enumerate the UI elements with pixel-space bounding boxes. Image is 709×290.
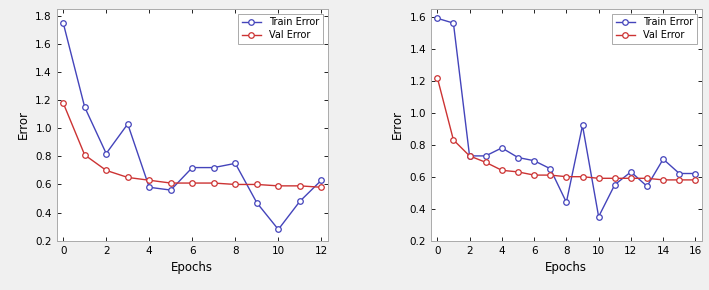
Train Error (433, 17, 442, 20)
Legend: Train Error, Val Error: Train Error, Val Error (238, 14, 323, 44)
Val Error (691, 178, 700, 182)
Val Error (546, 173, 554, 177)
Val Error (514, 170, 523, 174)
Val Error (562, 175, 571, 178)
Train Error (167, 188, 175, 192)
Val Error (530, 173, 538, 177)
Train Error (274, 228, 283, 231)
Train Error (188, 166, 196, 169)
Val Error (465, 154, 474, 158)
Val Error (627, 177, 635, 180)
Val Error (145, 179, 153, 182)
Train Error (450, 21, 458, 25)
Val Error (231, 183, 240, 186)
Legend: Train Error, Val Error: Train Error, Val Error (612, 14, 697, 44)
X-axis label: Epochs: Epochs (545, 261, 587, 274)
Val Error (274, 184, 283, 188)
Train Error (481, 154, 490, 158)
Val Error (675, 178, 683, 182)
Train Error (579, 124, 587, 127)
Train Error (627, 170, 635, 174)
Val Error (481, 161, 490, 164)
Val Error (123, 176, 132, 179)
Val Error (450, 138, 458, 142)
Train Error (231, 162, 240, 165)
Train Error (643, 184, 652, 188)
Train Error (498, 146, 506, 150)
Train Error (210, 166, 218, 169)
Val Error (610, 177, 619, 180)
Line: Val Error: Val Error (435, 75, 698, 183)
Train Error (465, 154, 474, 158)
Train Error (102, 152, 111, 155)
Val Error (296, 184, 304, 188)
Train Error (546, 167, 554, 171)
Line: Train Error: Train Error (435, 16, 698, 220)
Train Error (594, 215, 603, 218)
Train Error (675, 172, 683, 175)
Train Error (123, 122, 132, 126)
Train Error (317, 179, 325, 182)
Val Error (102, 169, 111, 172)
Train Error (610, 183, 619, 186)
Val Error (80, 153, 89, 157)
Val Error (188, 181, 196, 185)
Val Error (643, 177, 652, 180)
Val Error (210, 181, 218, 185)
Y-axis label: Error: Error (17, 110, 30, 139)
Train Error (691, 172, 700, 175)
Val Error (579, 175, 587, 178)
Train Error (296, 200, 304, 203)
Train Error (252, 201, 261, 204)
Val Error (167, 181, 175, 185)
Val Error (498, 168, 506, 172)
Line: Train Error: Train Error (60, 20, 324, 232)
Train Error (514, 156, 523, 159)
X-axis label: Epochs: Epochs (172, 261, 213, 274)
Val Error (252, 183, 261, 186)
Val Error (59, 101, 67, 105)
Y-axis label: Error: Error (391, 110, 404, 139)
Val Error (594, 177, 603, 180)
Train Error (659, 157, 667, 161)
Train Error (145, 186, 153, 189)
Train Error (530, 159, 538, 162)
Val Error (433, 76, 442, 79)
Train Error (562, 201, 571, 204)
Val Error (317, 186, 325, 189)
Train Error (80, 105, 89, 109)
Train Error (59, 21, 67, 24)
Line: Val Error: Val Error (60, 100, 324, 190)
Val Error (659, 178, 667, 182)
